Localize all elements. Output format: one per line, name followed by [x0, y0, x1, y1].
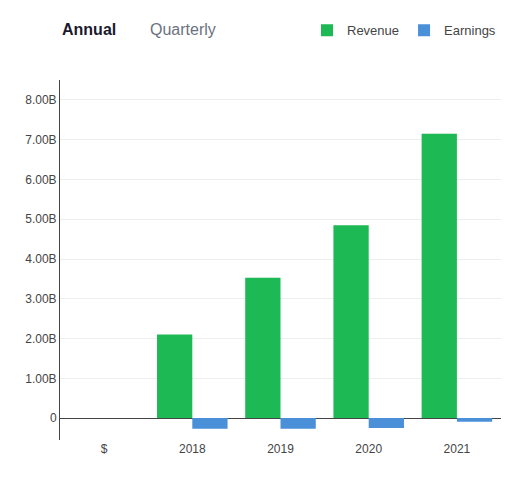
svg-text:8.00B: 8.00B	[25, 93, 56, 107]
svg-text:Revenue: Revenue	[347, 23, 399, 38]
svg-text:7.00B: 7.00B	[25, 133, 56, 147]
svg-text:6.00B: 6.00B	[25, 173, 56, 187]
svg-text:Earnings: Earnings	[444, 23, 496, 38]
svg-text:0: 0	[50, 411, 57, 425]
svg-text:2018: 2018	[179, 442, 206, 456]
svg-text:2019: 2019	[267, 442, 294, 456]
svg-text:Quarterly: Quarterly	[150, 21, 216, 38]
svg-text:3.00B: 3.00B	[25, 292, 56, 306]
svg-text:4.00B: 4.00B	[25, 252, 56, 266]
svg-text:2.00B: 2.00B	[25, 332, 56, 346]
svg-text:5.00B: 5.00B	[25, 212, 56, 226]
svg-text:2021: 2021	[444, 442, 471, 456]
svg-text:$: $	[101, 442, 108, 456]
svg-text:2020: 2020	[355, 442, 382, 456]
svg-text:Annual: Annual	[62, 21, 116, 38]
svg-text:1.00B: 1.00B	[25, 372, 56, 386]
